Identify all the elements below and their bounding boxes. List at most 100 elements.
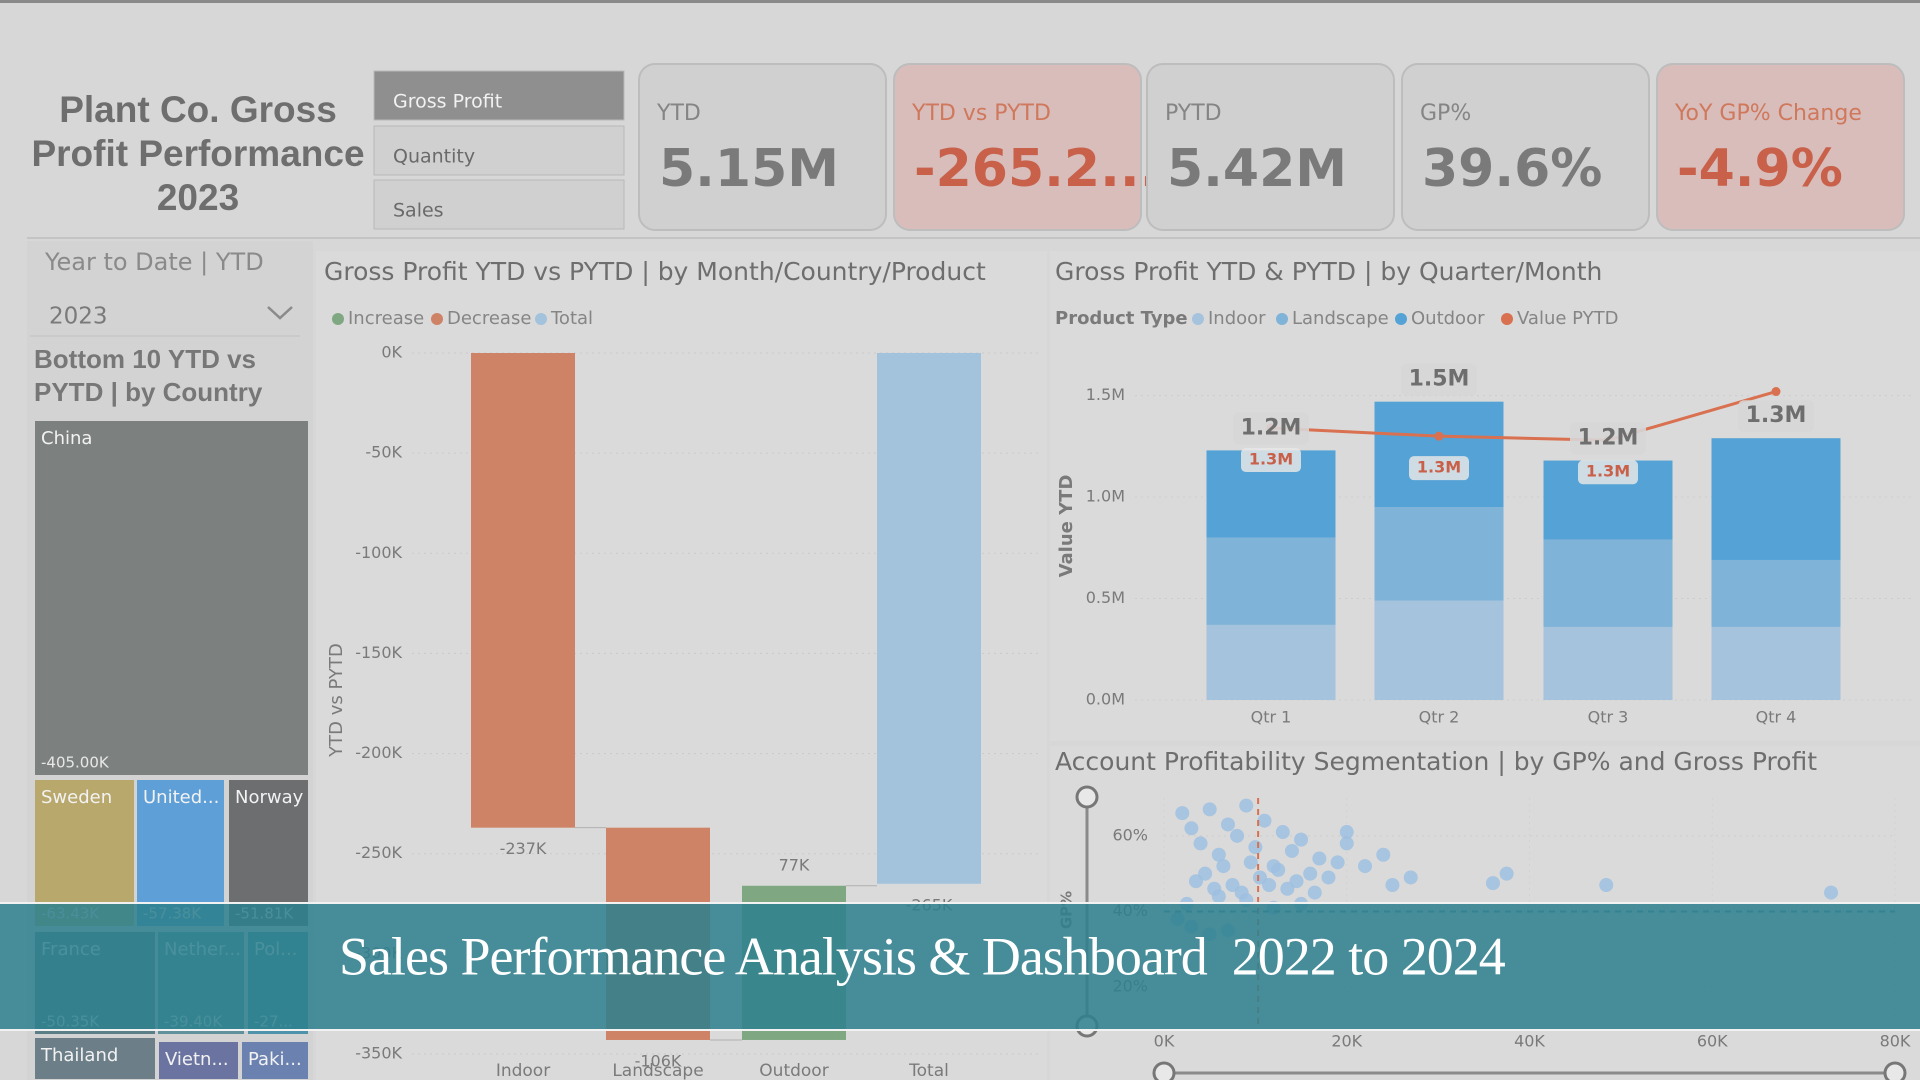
scatter-point[interactable]	[1599, 878, 1614, 893]
scatter-point[interactable]	[1262, 878, 1277, 893]
stacked-bar[interactable]	[1711, 438, 1841, 560]
treemap-tile[interactable]	[157, 1040, 240, 1080]
treemap-tile[interactable]	[33, 1036, 157, 1080]
stacked-bar[interactable]	[1374, 401, 1504, 508]
slider-knob[interactable]	[1883, 1061, 1907, 1080]
total-label: 1.5M	[1409, 367, 1470, 392]
data-label: 1.3M	[1417, 458, 1461, 477]
scatter-point[interactable]	[1211, 847, 1226, 862]
stacked-bar[interactable]	[1711, 559, 1841, 627]
scatter-point[interactable]	[1257, 813, 1272, 828]
filter-button[interactable]	[373, 70, 625, 121]
y-tick-label: -350K	[355, 1044, 402, 1063]
slider-knob[interactable]	[1152, 1061, 1176, 1080]
scatter-point[interactable]	[1312, 851, 1327, 866]
label-box	[1409, 456, 1469, 481]
stacked-bar[interactable]	[1711, 626, 1841, 700]
scatter-point[interactable]	[1330, 855, 1345, 870]
stacked-bar[interactable]	[1543, 626, 1673, 700]
pytd-point[interactable]	[1771, 387, 1781, 397]
treemap-tile[interactable]	[33, 419, 310, 777]
x-tick-label: Indoor	[496, 1061, 550, 1080]
scatter-point[interactable]	[1303, 866, 1318, 881]
scatter-point[interactable]	[1271, 862, 1286, 877]
scatter-point[interactable]	[1275, 825, 1290, 840]
scatter-point[interactable]	[1339, 825, 1354, 840]
scatter-point[interactable]	[1485, 876, 1500, 891]
scatter-point[interactable]	[1193, 836, 1208, 851]
treemap-tile[interactable]	[240, 1040, 310, 1080]
legend-marker	[431, 313, 443, 325]
legend-title: Product Type	[1055, 308, 1188, 329]
slider-knob[interactable]	[1075, 785, 1099, 809]
kpi-label: YTD	[656, 101, 701, 126]
scatter-point[interactable]	[1321, 870, 1336, 885]
scatter-point[interactable]	[1294, 832, 1309, 847]
scatter-point[interactable]	[1284, 843, 1299, 858]
legend-label: Indoor	[1208, 308, 1266, 329]
kpi-label: GP%	[1420, 101, 1471, 126]
legend-marker	[1395, 313, 1407, 325]
scatter-point[interactable]	[1339, 836, 1354, 851]
x-tick-label: 40K	[1514, 1032, 1545, 1051]
banner-title: Sales Performance Analysis & Dashboard 2…	[339, 926, 1506, 986]
scatter-point[interactable]	[1243, 855, 1258, 870]
scatter-point[interactable]	[1198, 866, 1213, 881]
slicer-label: Year to Date | YTD	[44, 248, 264, 276]
scatter-point[interactable]	[1307, 885, 1322, 900]
scatter-point[interactable]	[1499, 866, 1514, 881]
stacked-bar[interactable]	[1543, 539, 1673, 627]
scatter-point[interactable]	[1175, 806, 1190, 821]
kpi-label: PYTD	[1165, 101, 1222, 126]
tile-label: United...	[143, 787, 219, 808]
data-label: -237K	[500, 839, 547, 858]
pytd-point[interactable]	[1434, 431, 1444, 441]
scatter-point[interactable]	[1202, 802, 1217, 817]
kpi-card	[638, 63, 887, 231]
scatter-point[interactable]	[1248, 840, 1263, 855]
x-tick-label: Qtr 4	[1756, 708, 1797, 727]
total-label: 1.2M	[1241, 415, 1302, 440]
scatter-point[interactable]	[1239, 798, 1254, 813]
scatter-point[interactable]	[1376, 847, 1391, 862]
waterfall-bar[interactable]	[471, 353, 575, 828]
filter-button[interactable]	[373, 125, 625, 176]
kpi-value: 5.15M	[659, 139, 839, 199]
scatter-point[interactable]	[1824, 885, 1839, 900]
label-box	[1401, 363, 1477, 396]
scatter-point[interactable]	[1220, 817, 1235, 832]
waterfall-bar[interactable]	[877, 353, 981, 884]
kpi-card	[893, 63, 1142, 231]
stacked-bar[interactable]	[1374, 600, 1504, 700]
scatter-point[interactable]	[1211, 889, 1226, 904]
scatter-point[interactable]	[1289, 874, 1304, 889]
y-axis-title: Value YTD	[1056, 475, 1077, 578]
y-tick-label: -150K	[355, 643, 402, 662]
legend-label: Landscape	[1292, 308, 1389, 329]
slicer-value: 2023	[49, 304, 108, 330]
legend-label: Outdoor	[1411, 308, 1485, 329]
chart-title: Gross Profit YTD vs PYTD | by Month/Coun…	[324, 257, 986, 286]
dashboard-title: Plant Co. Gross Profit Performance 2023	[31, 89, 365, 218]
banner	[0, 904, 1920, 1029]
chevron[interactable]	[267, 306, 293, 320]
kpi-label: YTD vs PYTD	[911, 101, 1051, 126]
total-label: 1.2M	[1578, 426, 1639, 451]
tile-label: Thailand	[40, 1045, 118, 1066]
legend-label: Total	[550, 308, 593, 329]
kpi-value: 5.42M	[1167, 139, 1347, 199]
y-tick-label: -100K	[355, 543, 402, 562]
scatter-point[interactable]	[1358, 859, 1373, 874]
scatter-point[interactable]	[1184, 821, 1199, 836]
filter-button[interactable]	[373, 179, 625, 230]
scatter-point[interactable]	[1230, 828, 1245, 843]
scatter-point[interactable]	[1385, 878, 1400, 893]
scatter-point[interactable]	[1216, 859, 1231, 874]
scatter-point[interactable]	[1403, 870, 1418, 885]
stacked-bar[interactable]	[1374, 507, 1504, 601]
x-tick-label: Qtr 3	[1588, 708, 1629, 727]
stacked-bar[interactable]	[1206, 537, 1336, 625]
stacked-bar[interactable]	[1206, 624, 1336, 700]
